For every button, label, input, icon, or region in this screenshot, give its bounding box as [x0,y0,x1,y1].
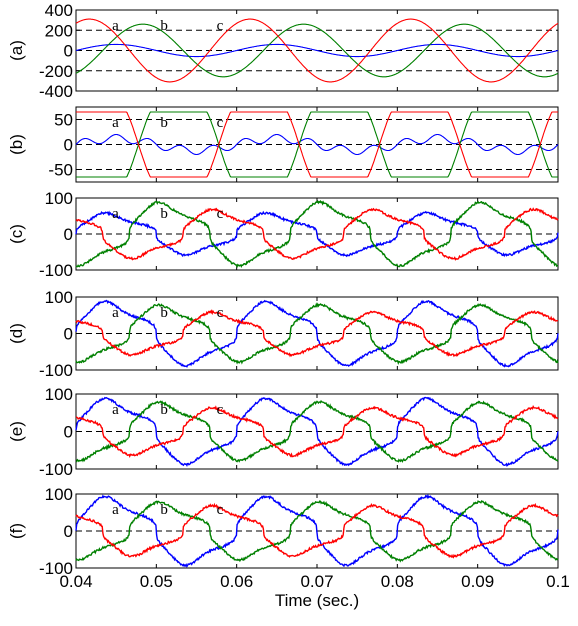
curve-label-b: b [160,402,168,418]
panel-label: (b) [7,134,26,155]
x-tick-label: 0.05 [140,572,173,591]
panel-2: -50 0 50 (b) a b c [7,106,559,183]
y-tick-label: -50 [48,161,73,180]
y-tick-label: 100 [45,288,73,307]
series-line-a [75,396,559,467]
y-tick-label: -100 [39,460,73,479]
curve-label-b: b [160,18,168,34]
y-tick-label: 0 [64,325,73,344]
panel-label: (f) [7,523,26,539]
series-line-b [76,399,559,463]
y-tick-label: 100 [45,485,73,504]
series-line-c [75,207,559,261]
curve-label-b: b [160,305,168,321]
panel-4: -100 0 100 (d) a b c [7,288,559,380]
curve-label-a: a [112,402,119,418]
series-line-c [76,111,558,178]
series-line-c [75,18,559,83]
curve-label-a: a [112,206,119,222]
series-line-a [75,43,559,58]
y-tick-label: 0 [64,42,73,61]
curve-label-a: a [112,115,119,131]
curve-label-a: a [112,305,119,321]
panel-label: (c) [7,224,26,244]
x-tick-label: 0.1 [546,572,570,591]
x-axis: 0.04 0.05 0.06 0.07 0.08 0.09 0.1 [59,572,569,591]
y-tick-label: 0 [64,423,73,442]
x-tick-label: 0.09 [461,572,494,591]
x-tick-label: 0.08 [381,572,414,591]
series-line-a [75,210,559,258]
y-tick-label: -100 [39,261,73,280]
curve-label-c: c [217,115,224,131]
y-tick-label: 0 [64,136,73,155]
y-tick-label: 100 [45,385,73,404]
series-line-b [75,302,559,366]
panel-label: (d) [7,323,26,344]
curve-label-c: c [217,18,224,34]
panel-3: -100 0 100 (c) a b c [7,189,559,280]
x-tick-label: 0.06 [220,572,253,591]
series-line-a [75,299,559,368]
panel-label: (e) [7,421,26,442]
y-tick-label: -200 [39,62,73,81]
curve-label-c: c [217,402,224,418]
curve-label-b: b [160,502,168,518]
curve-label-c: c [217,206,224,222]
y-tick-label: 200 [45,21,73,40]
y-tick-label: -100 [39,559,73,578]
panel-label: (a) [7,40,26,61]
y-tick-label: -400 [39,82,73,101]
series-line-b [75,23,559,78]
series-line-b [76,111,558,178]
y-tick-label: 0 [64,522,73,541]
curve-label-c: c [217,502,224,518]
y-tick-label: 400 [45,1,73,20]
y-tick-label: 100 [45,189,73,208]
curve-label-b: b [160,206,168,222]
series-line-b [75,199,559,269]
curve-label-b: b [160,115,168,131]
series-line-c [75,502,559,559]
y-tick-label: 50 [54,111,73,130]
curve-label-c: c [217,305,224,321]
panel-5: -100 0 100 (e) a b c [7,385,559,479]
series-line-a [75,493,559,568]
y-tick-label: 0 [64,225,73,244]
x-tick-label: 0.04 [59,572,92,591]
x-axis-label: Time (sec.) [275,591,359,610]
curve-label-a: a [112,502,119,518]
series-line-c [75,309,559,358]
curve-label-a: a [112,18,119,34]
panel-6: -100 0 100 (f) a b c [7,485,559,578]
y-tick-label: -100 [39,361,73,380]
x-tick-label: 0.07 [300,572,333,591]
series-line-b [75,499,559,563]
series-line-a [75,133,559,156]
series-line-c [75,405,559,458]
